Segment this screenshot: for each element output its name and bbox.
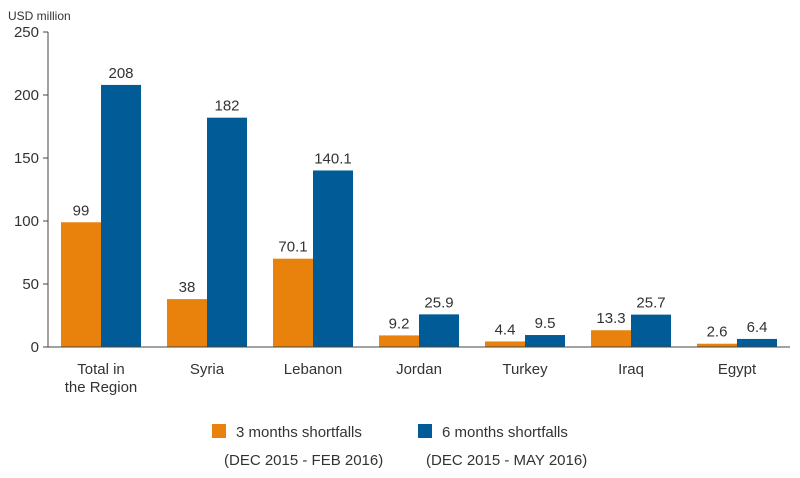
y-tick-label: 200 bbox=[14, 87, 39, 104]
bar bbox=[61, 222, 101, 347]
bars: 99 208 38 182 70.1 140.1 9.2 25.9 4.4 9.5 13.3 25.7… bbox=[61, 65, 777, 348]
bar bbox=[419, 314, 459, 347]
legend-period-3-months: (DEC 2015 - FEB 2016) bbox=[224, 452, 383, 469]
category-label: Egypt bbox=[718, 361, 757, 378]
category-label: Jordan bbox=[396, 361, 442, 378]
bar bbox=[525, 335, 565, 347]
data-label: 6.4 bbox=[747, 319, 768, 336]
data-label: 25.7 bbox=[636, 295, 665, 312]
bar bbox=[313, 170, 353, 347]
data-label: 9.5 bbox=[535, 315, 556, 332]
x-axis: Total in the Region Syria Lebanon Jordan Turk… bbox=[48, 346, 790, 396]
bar bbox=[207, 117, 247, 348]
bar bbox=[697, 343, 737, 347]
bar bbox=[101, 84, 141, 348]
bar bbox=[167, 299, 207, 347]
bar bbox=[379, 335, 419, 347]
bar bbox=[273, 258, 313, 347]
legend: 3 months shortfalls (DEC 2015 - FEB 2016… bbox=[212, 424, 587, 469]
data-label: 38 bbox=[179, 279, 196, 296]
legend-swatch-3-months bbox=[212, 424, 226, 438]
bar bbox=[737, 338, 777, 347]
y-tick-label: 0 bbox=[31, 339, 39, 356]
y-tick-label: 150 bbox=[14, 150, 39, 167]
data-label: 2.6 bbox=[707, 324, 728, 341]
bar bbox=[591, 330, 631, 347]
y-axis: 0 50 100 150 200 250 bbox=[14, 24, 49, 356]
data-label: 25.9 bbox=[424, 294, 453, 311]
category-label: Turkey bbox=[502, 361, 548, 378]
data-label: 182 bbox=[214, 98, 239, 115]
legend-label-6-months: 6 months shortfalls bbox=[442, 424, 568, 441]
category-label: Lebanon bbox=[284, 361, 342, 378]
y-axis-unit-label: USD million bbox=[8, 9, 71, 23]
data-label: 13.3 bbox=[596, 310, 625, 327]
legend-label-3-months: 3 months shortfalls bbox=[236, 424, 362, 441]
y-tick-label: 50 bbox=[22, 276, 39, 293]
legend-period-6-months: (DEC 2015 - MAY 2016) bbox=[426, 452, 587, 469]
data-label: 99 bbox=[73, 202, 90, 219]
y-tick-label: 250 bbox=[14, 24, 39, 41]
legend-swatch-6-months bbox=[418, 424, 432, 438]
data-label: 9.2 bbox=[389, 315, 410, 332]
data-label: 208 bbox=[108, 65, 133, 82]
category-label: Syria bbox=[190, 361, 225, 378]
category-label: Total in the Region bbox=[65, 361, 138, 396]
data-label: 4.4 bbox=[495, 321, 516, 338]
category-label: Iraq bbox=[618, 361, 644, 378]
bar bbox=[631, 314, 671, 347]
bar bbox=[485, 341, 525, 347]
data-label: 70.1 bbox=[278, 239, 307, 256]
data-label: 140.1 bbox=[314, 150, 352, 167]
y-tick-label: 100 bbox=[14, 213, 39, 230]
